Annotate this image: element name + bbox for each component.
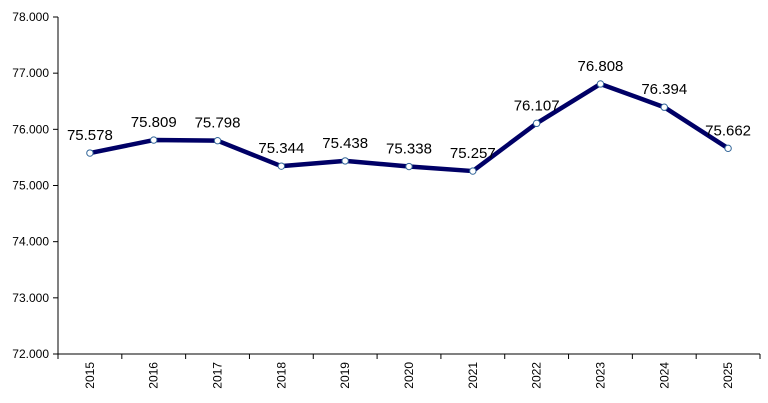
data-labels: 75.578 75.809 75.798 75.344 75.438 75.338 75.2… [67, 58, 751, 162]
x-tick-label: 2019 [338, 362, 352, 389]
data-label: 76.808 [578, 58, 624, 75]
data-point-marker [724, 144, 732, 153]
x-tick-label: 2020 [402, 362, 416, 389]
data-label: 75.338 [386, 141, 432, 158]
data-point-marker [532, 119, 541, 128]
y-tick-label: 75.000 [12, 179, 49, 193]
data-point-marker [596, 80, 605, 88]
data-label: 75.257 [450, 145, 496, 162]
data-label: 75.798 [195, 115, 241, 132]
series-layer [86, 80, 732, 175]
data-label: 75.809 [131, 114, 177, 131]
y-tick-label: 77.000 [12, 66, 49, 80]
x-tick-label: 2024 [657, 362, 671, 389]
y-tick-label: 73.000 [12, 291, 49, 305]
x-tick-label: 2023 [593, 362, 607, 389]
data-point-marker [213, 136, 222, 145]
y-tick-label: 74.000 [12, 235, 49, 249]
data-label: 75.662 [705, 122, 751, 139]
data-point-marker [277, 162, 286, 170]
data-point-marker [660, 103, 668, 111]
data-point-marker [341, 157, 349, 165]
series-line [87, 81, 731, 174]
x-tick-label: 2021 [466, 362, 480, 389]
x-tick-label: 2015 [83, 362, 97, 389]
data-label: 75.578 [67, 127, 113, 144]
x-tick-label: 2025 [721, 362, 735, 389]
x-tick-label: 2017 [211, 362, 225, 389]
data-point-marker [86, 149, 94, 157]
x-tick-label: 2018 [274, 362, 288, 389]
data-label: 75.438 [322, 135, 368, 152]
y-axis-ticks: 72.000 73.000 74.000 75.000 76.000 77.000 78.0… [12, 10, 58, 361]
data-point-marker [405, 162, 413, 171]
data-label: 76.394 [641, 81, 687, 98]
x-tick-label: 2022 [530, 362, 544, 389]
x-tick-label: 2016 [147, 362, 161, 389]
y-tick-label: 76.000 [12, 122, 49, 136]
data-label: 76.107 [514, 97, 560, 114]
y-tick-label: 72.000 [12, 347, 49, 361]
x-axis-ticks: 2015 2016 2017 2018 2019 2020 2021 2022 2023 2024… [57, 354, 761, 389]
data-point-marker [469, 167, 477, 175]
data-label: 75.344 [258, 140, 304, 157]
y-tick-label: 78.000 [12, 10, 49, 24]
data-point-marker [150, 136, 158, 144]
axes [57, 17, 760, 355]
